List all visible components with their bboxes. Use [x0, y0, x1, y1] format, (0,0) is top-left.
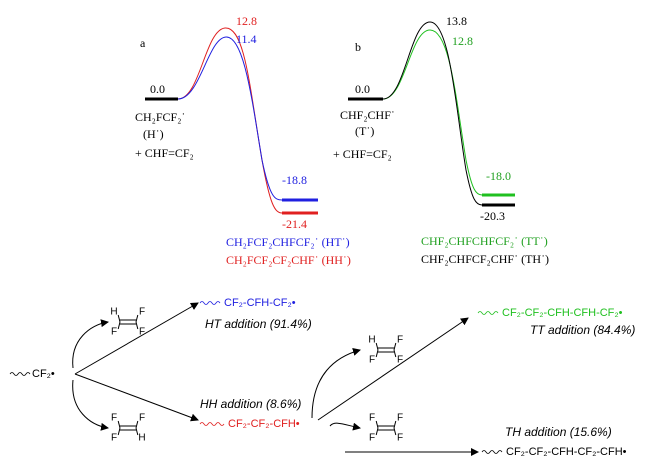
atom: F	[111, 327, 117, 338]
curve-ht	[177, 36, 283, 201]
arrow	[329, 422, 361, 431]
arrow	[72, 379, 109, 431]
chain	[481, 450, 503, 454]
chain	[199, 422, 225, 426]
energy: -18.8	[282, 173, 307, 187]
caption: HT addition (91.4%)	[205, 317, 312, 331]
formula: + CHF=CF₂	[333, 147, 392, 161]
formula: CH₂FCF₂˙	[135, 110, 185, 124]
atom: F	[369, 355, 375, 366]
bond	[135, 321, 139, 330]
atom: F	[397, 413, 403, 424]
arrow	[74, 373, 199, 422]
energy: 0.0	[150, 82, 165, 96]
atom: F	[139, 307, 145, 318]
atom: F	[111, 413, 117, 424]
product-label: CHF₂CHFCHFCF₂˙ (TT˙)	[421, 234, 548, 248]
product-label: CH₂FCF₂CHFCF₂˙ (HT˙)	[226, 235, 350, 249]
bond	[117, 427, 121, 436]
product-label: CHF₂CHFCF₂CHF˙ (TH˙)	[421, 252, 549, 266]
scheme: CF₂• CF₂-CFH-CF₂• HT addition (91.4%) HH…	[9, 297, 635, 456]
atom: F	[397, 355, 403, 366]
bond	[117, 420, 121, 429]
energy: -21.4	[282, 217, 307, 231]
energy: 11.4	[236, 32, 257, 46]
bond	[393, 420, 397, 429]
bond	[375, 349, 379, 358]
atom: F	[111, 433, 117, 444]
caption: HH addition (8.6%)	[200, 397, 301, 411]
curve-hh	[177, 27, 283, 214]
bond	[135, 427, 139, 436]
product: CF₂-CFH-CF₂•	[224, 297, 296, 309]
chain	[477, 311, 499, 315]
bond	[393, 349, 397, 358]
product: CF₂-CF₂-CFH-CF₂-CFH•	[506, 446, 627, 456]
bond	[375, 342, 379, 351]
caption: TH addition (15.6%)	[505, 425, 612, 439]
atom: F	[369, 433, 375, 444]
chain	[9, 372, 31, 376]
energy: 12.8	[452, 34, 473, 48]
bond	[135, 420, 139, 429]
arrow	[317, 317, 469, 421]
curve-th	[382, 21, 483, 206]
product-label: CH₂FCF₂CF₂CHF˙ (HH˙)	[226, 253, 351, 267]
atom: F	[139, 327, 145, 338]
formula: CHF₂CHF˙	[340, 108, 395, 122]
formula: + CHF=CF₂	[135, 146, 194, 160]
caption: TT addition (84.4%)	[530, 323, 635, 337]
atom: H	[138, 433, 145, 444]
curve-tt	[382, 29, 483, 196]
panel-label: a	[140, 36, 146, 50]
atom: F	[139, 413, 145, 424]
bond	[135, 314, 139, 323]
bond	[375, 420, 379, 429]
bond	[117, 321, 121, 330]
arrow	[311, 348, 361, 419]
panel-b: b 0.0 13.8 12.8 -18.0 -20.3 CHF₂CHF˙ (T˙…	[333, 14, 549, 266]
start: CF₂•	[32, 368, 55, 380]
bond	[117, 314, 121, 323]
energy: 13.8	[446, 14, 467, 28]
panel-label: b	[355, 40, 361, 54]
formula: (T˙)	[355, 124, 374, 138]
atom: H	[368, 335, 375, 346]
product: CF₂-CF₂-CFH-CFH-CF₂•	[502, 307, 623, 319]
atom: H	[110, 307, 117, 318]
energy: 0.0	[355, 82, 370, 96]
formula: (H˙)	[143, 127, 164, 141]
energy: -20.3	[480, 209, 505, 223]
atom: F	[369, 413, 375, 424]
bond	[375, 427, 379, 436]
bond	[393, 342, 397, 351]
panel-a: a 0.0 12.8 11.4 -18.8 -21.4 CH₂FCF₂˙ (H˙…	[135, 14, 351, 267]
arrow	[72, 319, 109, 369]
product: CF₂-CF₂-CFH•	[228, 418, 300, 430]
bond	[393, 427, 397, 436]
energy: -18.0	[486, 169, 511, 183]
arrow	[74, 302, 199, 375]
atom: F	[397, 433, 403, 444]
energy: 12.8	[236, 14, 257, 28]
chain	[199, 301, 221, 305]
atom: F	[397, 335, 403, 346]
